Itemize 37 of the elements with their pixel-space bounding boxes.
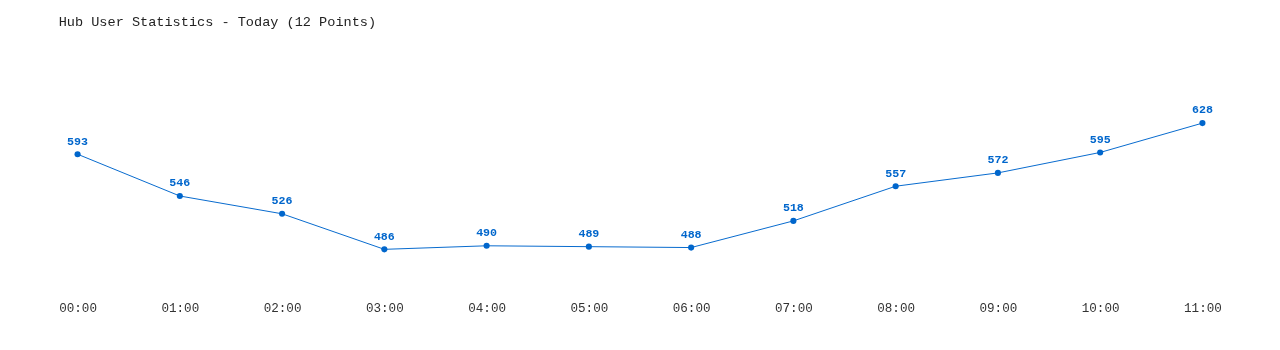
data-label: 628 <box>1191 103 1213 117</box>
point <box>176 192 183 200</box>
data-label: 593 <box>67 134 89 148</box>
point <box>381 246 388 253</box>
x-tick-label: 03:00 <box>365 302 404 317</box>
point <box>585 243 592 250</box>
x-tick-label: 06:00 <box>672 302 711 317</box>
x-tick-label: 05:00 <box>570 302 609 317</box>
data-label: 572 <box>987 153 1009 167</box>
x-tick-label: 08:00 <box>877 302 916 317</box>
point <box>994 169 1001 176</box>
data-label: 526 <box>271 194 293 208</box>
data-label: 595 <box>1089 132 1111 146</box>
point <box>1199 120 1206 127</box>
x-tick-label: 11:00 <box>1184 302 1222 317</box>
point <box>790 217 797 224</box>
point <box>892 183 899 190</box>
data-label: 486 <box>373 229 395 243</box>
x-tick-label: 00:00 <box>59 302 97 317</box>
point <box>74 151 81 158</box>
data-label: 488 <box>680 227 702 241</box>
point <box>1097 149 1104 156</box>
x-tick-label: 02:00 <box>263 302 302 317</box>
x-tick-label: 01:00 <box>161 302 200 317</box>
point <box>688 244 695 251</box>
point <box>483 242 490 249</box>
chart-title: Hub User Statistics - Today (12 Points) <box>58 14 377 30</box>
x-tick-label: 09:00 <box>979 302 1018 317</box>
x-tick-label: 07:00 <box>774 302 813 317</box>
data-label: 546 <box>169 176 191 190</box>
point <box>279 210 286 217</box>
data-label: 557 <box>885 166 907 180</box>
data-label: 518 <box>782 201 804 215</box>
x-tick-label: 10:00 <box>1081 302 1120 317</box>
x-tick-label: 04:00 <box>468 302 506 317</box>
data-label: 490 <box>476 226 498 240</box>
data-label: 489 <box>578 226 600 240</box>
